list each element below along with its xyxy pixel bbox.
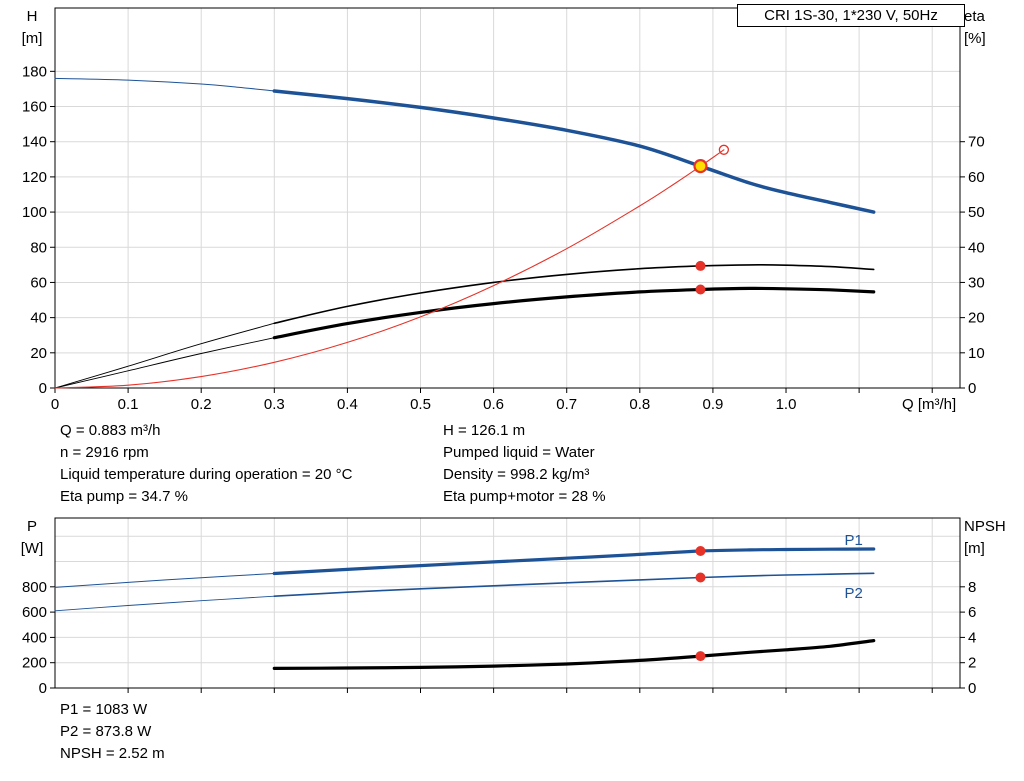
- h-curve: [272, 89, 876, 214]
- left-tick-label: 0: [39, 680, 47, 697]
- right-axis-title: eta: [964, 8, 986, 25]
- rated-point: [718, 144, 730, 155]
- left-tick-label: 140: [22, 134, 47, 151]
- left-tick-label: 600: [22, 604, 47, 621]
- p1-label: P1: [844, 532, 862, 549]
- info-line-head: H = 126.1 m: [443, 422, 526, 439]
- plot-frame: [54, 517, 961, 689]
- axis-ticks: [50, 586, 965, 693]
- p2-curve: [273, 572, 875, 597]
- x-tick-label: 0: [51, 396, 59, 413]
- left-tick-label: 0: [39, 380, 47, 397]
- duty-point: [693, 159, 708, 174]
- duty-info-right-column: H = 126.1 m Pumped liquid = Water Densit…: [443, 420, 606, 508]
- p1-curve: [272, 547, 876, 576]
- right-tick-label: 8: [968, 579, 976, 596]
- npsh-point: [695, 651, 706, 662]
- eta-total-lead: [54, 337, 275, 389]
- right-tick-label: 20: [968, 310, 985, 327]
- info-line-pumped-liquid: Pumped liquid = Water: [443, 444, 595, 461]
- right-tick-label: 0: [968, 380, 976, 397]
- eta-total-curve: [272, 286, 876, 340]
- p2-label: P2: [844, 585, 862, 602]
- right-axis-title: [m]: [964, 540, 985, 557]
- info-line-eta-pump-motor: Eta pump+motor = 28 %: [443, 488, 606, 505]
- eta-pump-lead: [54, 322, 275, 389]
- duty-info-left-column: Q = 0.883 m³/h n = 2916 rpm Liquid tempe…: [60, 420, 352, 508]
- left-tick-label: 100: [22, 204, 47, 221]
- x-tick-label: 1.0: [776, 396, 797, 413]
- left-tick-label: 40: [30, 310, 47, 327]
- x-tick-label: 0.8: [629, 396, 650, 413]
- right-tick-label: 50: [968, 204, 985, 221]
- left-tick-label: 800: [22, 579, 47, 596]
- right-tick-label: 40: [968, 239, 985, 256]
- x-tick-label: 0.7: [556, 396, 577, 413]
- left-tick-label: 60: [30, 274, 47, 291]
- npsh-curve: [272, 639, 876, 670]
- result-line-p2: P2 = 873.8 W: [60, 723, 152, 740]
- left-tick-label: 200: [22, 655, 47, 672]
- x-tick-label: 0.2: [191, 396, 212, 413]
- h-curve-extension: [54, 77, 275, 92]
- left-tick-label: 80: [30, 239, 47, 256]
- right-tick-label: 60: [968, 169, 985, 186]
- gridlines: [55, 8, 960, 388]
- left-tick-label: 160: [22, 99, 47, 116]
- x-tick-label: 0.5: [410, 396, 431, 413]
- left-axis-title: [m]: [22, 30, 43, 47]
- x-tick-label: 0.6: [483, 396, 504, 413]
- p2-point: [695, 572, 706, 583]
- pump-model-title: CRI 1S-30, 1*230 V, 50Hz: [737, 4, 965, 27]
- result-line-npsh: NPSH = 2.52 m: [60, 745, 165, 762]
- system-curve: [54, 149, 725, 389]
- left-axis-title: P: [27, 518, 37, 535]
- x-tick-label: 0.4: [337, 396, 358, 413]
- right-tick-label: 70: [968, 134, 985, 151]
- power-npsh-chart: 0 200 400 600 800 0 2 4 6 8 P [W] NPSH [m] P1 P2: [21, 517, 1006, 697]
- right-tick-label: 0: [968, 680, 976, 697]
- left-tick-label: 20: [30, 345, 47, 362]
- info-line-speed: n = 2916 rpm: [60, 444, 149, 461]
- left-axis-title: H: [27, 8, 38, 25]
- eta-pump-point: [695, 260, 706, 271]
- gridlines: [55, 518, 960, 688]
- left-axis-title: [W]: [21, 540, 44, 557]
- axis-labels: 0 200 400 600 800 0 2 4 6 8 P [W] NPSH [m] P1 P2: [21, 518, 1006, 697]
- right-tick-label: 2: [968, 655, 976, 672]
- info-line-liquid-temp: Liquid temperature during operation = 20…: [60, 466, 353, 483]
- qh-performance-chart: 0 0.1 0.2 0.3 0.4 0.5 0.6 0.7 0.8 0.9 1.0 0 20 40 60 80…: [22, 7, 986, 413]
- right-tick-label: 10: [968, 345, 985, 362]
- right-tick-label: 30: [968, 274, 985, 291]
- plot-frame: [54, 7, 961, 389]
- p1-point: [695, 546, 706, 557]
- left-tick-label: 120: [22, 169, 47, 186]
- right-tick-label: 6: [968, 604, 976, 621]
- p2-lead: [54, 595, 275, 612]
- left-tick-label: 180: [22, 63, 47, 80]
- x-tick-label: 0.1: [118, 396, 139, 413]
- result-line-p1: P1 = 1083 W: [60, 701, 148, 718]
- x-axis-title: Q [m³/h]: [902, 396, 956, 413]
- eta-pump-curve: [273, 264, 875, 325]
- left-tick-label: 400: [22, 629, 47, 646]
- x-tick-label: 0.9: [702, 396, 723, 413]
- info-line-q: Q = 0.883 m³/h: [60, 422, 161, 439]
- right-tick-label: 4: [968, 629, 976, 646]
- p1-lead: [54, 573, 275, 588]
- right-axis-title: [%]: [964, 30, 986, 47]
- axis-ticks: [50, 70, 965, 393]
- info-line-density: Density = 998.2 kg/m³: [443, 466, 590, 483]
- x-tick-label: 0.3: [264, 396, 285, 413]
- results-column: P1 = 1083 W P2 = 873.8 W NPSH = 2.52 m: [60, 699, 165, 765]
- eta-total-point: [695, 284, 706, 295]
- info-line-eta-pump: Eta pump = 34.7 %: [60, 488, 188, 505]
- axis-labels: 0 0.1 0.2 0.3 0.4 0.5 0.6 0.7 0.8 0.9 1.0 0 20 40 60 80…: [22, 8, 986, 413]
- right-axis-title: NPSH: [964, 518, 1006, 535]
